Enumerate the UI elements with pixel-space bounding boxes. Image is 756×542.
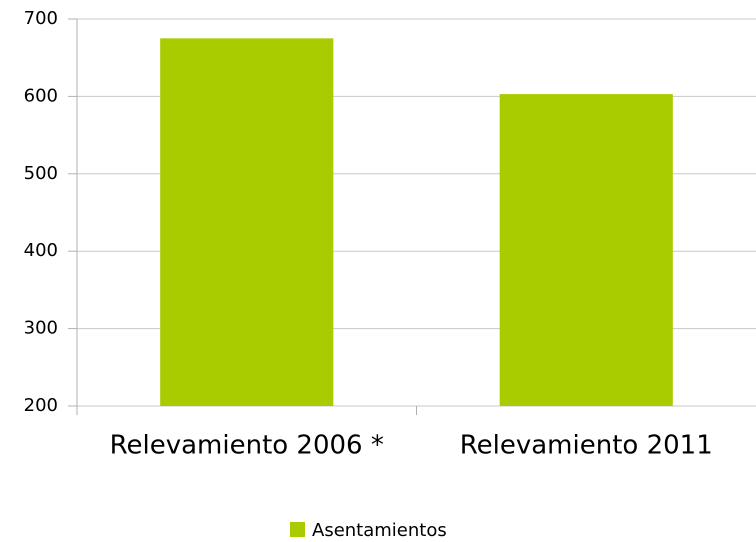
legend-label: Asentamientos: [312, 520, 447, 541]
x-tick-label: Relevamiento 2006 *: [110, 431, 384, 461]
legend-swatch: [290, 522, 305, 537]
bar: [160, 38, 334, 406]
y-tick-label: 200: [24, 395, 58, 416]
y-tick-label: 400: [24, 240, 58, 261]
y-tick-label: 500: [24, 163, 58, 184]
x-tick-label: Relevamiento 2011: [460, 431, 713, 461]
y-tick-label: 300: [24, 318, 58, 339]
y-tick-label: 600: [24, 85, 58, 106]
bar: [499, 94, 673, 406]
y-tick-label: 700: [24, 8, 58, 29]
